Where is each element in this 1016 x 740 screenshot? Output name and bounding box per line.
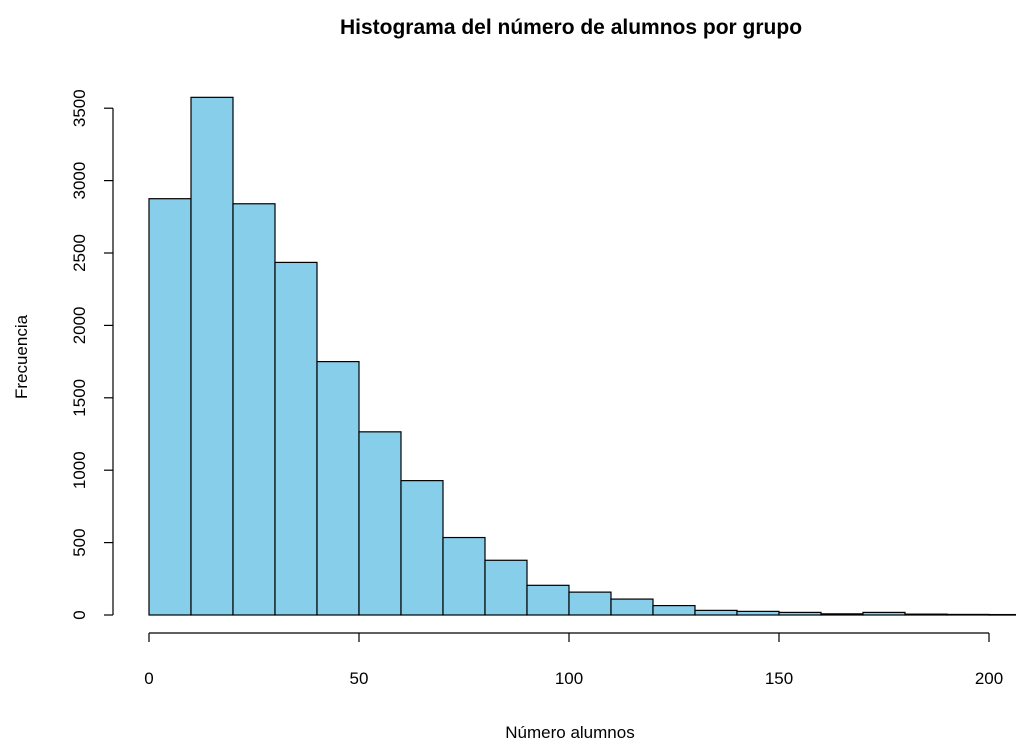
histogram-bar xyxy=(820,613,864,616)
histogram-bar xyxy=(358,431,402,616)
x-tick-label: 100 xyxy=(555,669,583,688)
histogram-bar xyxy=(400,480,444,616)
x-axis: 0 50 100 150 200 xyxy=(144,632,1003,688)
histogram-bar xyxy=(316,361,360,616)
histogram-bar xyxy=(442,536,486,616)
histogram-bar xyxy=(484,559,528,616)
y-axis-label: Frecuencia xyxy=(12,314,31,399)
histogram-bar xyxy=(778,611,822,616)
y-tick-label: 2500 xyxy=(70,234,89,272)
histogram-bar xyxy=(988,613,1016,616)
chart-title: Histograma del número de alumnos por gru… xyxy=(340,16,802,39)
x-tick-label: 150 xyxy=(765,669,793,688)
bars-group xyxy=(148,96,1016,616)
histogram-bar xyxy=(148,198,192,616)
histogram-bar xyxy=(862,611,906,616)
histogram-bar xyxy=(232,203,276,616)
y-tick-label: 1500 xyxy=(70,379,89,417)
histogram-bar xyxy=(652,604,696,616)
y-axis: 0 500 1000 1500 2000 2500 3000 3500 xyxy=(70,89,114,620)
histogram-bar xyxy=(190,96,234,616)
y-tick-label: 500 xyxy=(70,528,89,556)
histogram-bar xyxy=(526,584,570,616)
x-axis-label: Número alumnos xyxy=(505,723,634,740)
histogram-bar xyxy=(946,613,990,616)
y-tick-label: 2000 xyxy=(70,306,89,344)
histogram-bar xyxy=(610,598,654,616)
histogram-bar xyxy=(274,261,318,616)
histogram-bar xyxy=(568,591,612,616)
histogram-bar xyxy=(694,609,738,616)
x-tick-label: 0 xyxy=(144,669,153,688)
histogram-bar xyxy=(736,610,780,616)
y-tick-label: 3000 xyxy=(70,162,89,200)
y-tick-label: 1000 xyxy=(70,451,89,489)
y-tick-label: 0 xyxy=(70,610,89,619)
y-tick-label: 3500 xyxy=(70,89,89,127)
histogram-bar xyxy=(904,613,948,616)
x-tick-label: 50 xyxy=(350,669,369,688)
x-tick-label: 200 xyxy=(975,669,1003,688)
